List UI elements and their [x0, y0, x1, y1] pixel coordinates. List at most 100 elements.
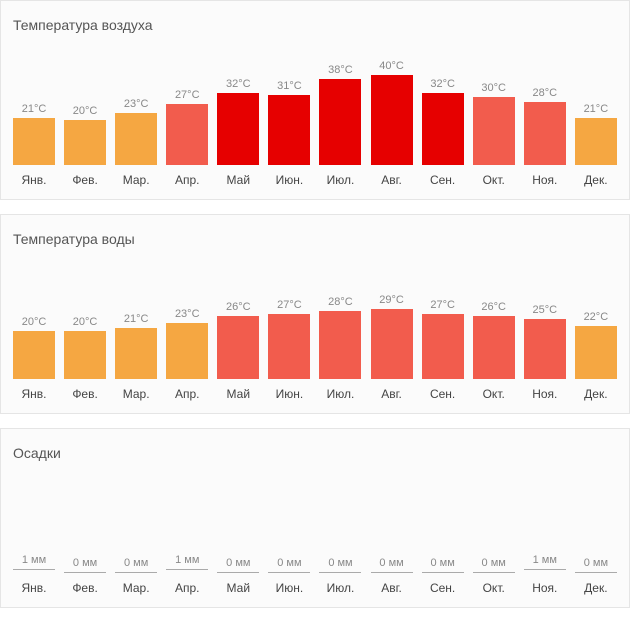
chart-column: 0 мм Дек. [575, 557, 617, 595]
chart-column: 32°ССен. [422, 78, 464, 187]
chart-column: 23°СМар. [115, 98, 157, 187]
chart-column: 27°ССен. [422, 299, 464, 401]
month-label: Фев. [72, 173, 98, 187]
month-label: Дек. [584, 387, 607, 401]
chart-column: 26°С Окт. [473, 301, 515, 401]
bar [524, 102, 566, 165]
month-label: Июн. [276, 173, 304, 187]
bar-value-label: 0 мм [328, 557, 352, 569]
air-temperature-chart: 21°СЯнв. 20°С Фев. 23°СМар. 27°С Апр. 32°С Май 3… [13, 57, 617, 187]
bar-value-label: 27°С [277, 299, 302, 311]
bar [422, 314, 464, 379]
month-label: Апр. [175, 173, 200, 187]
bar [64, 572, 106, 573]
month-label: Янв. [21, 581, 46, 595]
chart-column: 0 мм Сен. [422, 557, 464, 595]
chart-column: 29°С Авг. [371, 294, 413, 401]
chart-column: 38°СИюл. [319, 64, 361, 187]
chart-column: 1 ммНоя. [524, 554, 566, 595]
bar [371, 75, 413, 165]
bar-value-label: 28°С [328, 296, 353, 308]
chart-column: 0 мм Май [217, 557, 259, 595]
bar [217, 316, 259, 379]
month-label: Дек. [584, 173, 607, 187]
bar-value-label: 0 мм [73, 557, 97, 569]
bar [319, 311, 361, 379]
bar-value-label: 1 мм [533, 554, 557, 566]
month-label: Апр. [175, 581, 200, 595]
chart-column: 27°С Апр. [166, 89, 208, 187]
bar-value-label: 0 мм [584, 557, 608, 569]
bar-value-label: 22°С [584, 311, 609, 323]
month-label: Авг. [381, 387, 402, 401]
chart-column: 21°С Мар. [115, 313, 157, 401]
bar-value-label: 32°С [226, 78, 251, 90]
month-label: Июл. [327, 173, 355, 187]
chart-column: 1 мм Апр. [166, 554, 208, 595]
bar-value-label: 0 мм [430, 557, 454, 569]
bar [115, 572, 157, 573]
bar [268, 95, 310, 165]
bar-value-label: 29°С [379, 294, 404, 306]
bar [473, 572, 515, 573]
bar-value-label: 0 мм [226, 557, 250, 569]
bar [575, 326, 617, 379]
bar [524, 319, 566, 379]
bar [575, 118, 617, 165]
panel-title: Температура воды [13, 231, 617, 247]
bar-value-label: 21°С [22, 103, 47, 115]
month-label: Авг. [381, 581, 402, 595]
bar-value-label: 21°С [584, 103, 609, 115]
month-label: Апр. [175, 387, 200, 401]
chart-column: 0 ммИюн. [268, 557, 310, 595]
bar-value-label: 28°С [532, 87, 557, 99]
bar-value-label: 20°С [73, 316, 98, 328]
month-label: Июн. [276, 387, 304, 401]
bar [268, 314, 310, 379]
bar-value-label: 23°С [175, 308, 200, 320]
chart-column: 20°С Фев. [64, 105, 106, 187]
chart-column: 0 ммФев. [64, 557, 106, 595]
bar-value-label: 1 мм [175, 554, 199, 566]
air-temperature-panel: Температура воздуха 21°СЯнв. 20°С Фев. 23°С… [0, 0, 630, 200]
bar-value-label: 27°С [175, 89, 200, 101]
month-label: Май [227, 173, 251, 187]
chart-column: 25°СНоя. [524, 304, 566, 401]
month-label: Окт. [483, 387, 505, 401]
month-label: Сен. [430, 387, 455, 401]
chart-column: 1 мм Янв. [13, 554, 55, 595]
month-label: Окт. [483, 581, 505, 595]
chart-column: 20°СФев. [64, 316, 106, 401]
chart-column: 0 ммАвг. [371, 557, 413, 595]
month-label: Сен. [430, 173, 455, 187]
month-label: Авг. [381, 173, 402, 187]
month-label: Май [227, 581, 251, 595]
chart-column: 23°С Апр. [166, 308, 208, 401]
chart-column: 0 ммОкт. [473, 557, 515, 595]
bar [166, 569, 208, 573]
month-label: Дек. [584, 581, 607, 595]
bar-value-label: 40°С [379, 60, 404, 72]
bar [575, 572, 617, 573]
chart-column: 28°СНоя. [524, 87, 566, 187]
precipitation-chart: 1 ммЯнв.0 ммФев.0 ммМар.1 ммАпр.0 ммМай0… [13, 485, 617, 595]
panel-title: Температура воздуха [13, 17, 617, 33]
chart-column: 21°СЯнв. [13, 103, 55, 187]
bar-value-label: 1 мм [22, 554, 46, 566]
bar [524, 569, 566, 573]
chart-column: 26°СМай [217, 301, 259, 401]
bar-value-label: 20°С [73, 105, 98, 117]
bar-value-label: 0 мм [124, 557, 148, 569]
month-label: Сен. [430, 581, 455, 595]
bar [268, 572, 310, 573]
chart-column: 0 ммИюл. [319, 557, 361, 595]
precipitation-panel: Осадки 1 ммЯнв.0 ммФев.0 ммМар.1 ммАпр.0… [0, 428, 630, 608]
bar [371, 309, 413, 379]
bar [64, 331, 106, 379]
bar [473, 97, 515, 165]
bar [166, 104, 208, 165]
month-label: Мар. [123, 387, 150, 401]
bar-value-label: 21°С [124, 313, 149, 325]
chart-column: 27°С Июн. [268, 299, 310, 401]
bar-value-label: 26°С [481, 301, 506, 313]
